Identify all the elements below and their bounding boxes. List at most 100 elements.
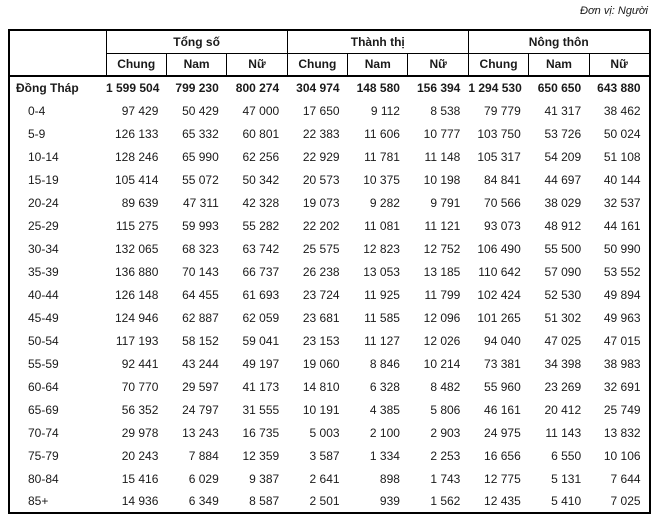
value-cell: 70 566 [484, 195, 521, 210]
corner-cell [8, 29, 107, 77]
row-label: 10-14 [28, 149, 59, 164]
table-row: 0-4 97 429 50 429 47 000 17 650 9 112 8 538 79 … [9, 99, 650, 122]
value-cell: 10 375 [363, 172, 400, 187]
value-cell: 800 274 [235, 81, 280, 95]
value-cell: 92 441 [121, 356, 159, 371]
value-cell: 41 173 [242, 379, 280, 394]
table-row: 30-34 132 065 68 323 63 742 25 575 12 823 12 7… [9, 237, 650, 260]
group-header-row: Tổng số Thành thị Nông thôn [8, 29, 651, 77]
row-label: 75-79 [28, 448, 59, 463]
table-row: 80-84 15 416 6 029 9 387 2 641 898 1 743 12 775… [9, 467, 650, 490]
row-label: 25-29 [28, 218, 59, 233]
value-cell: 101 265 [477, 310, 521, 325]
value-cell: 8 587 [249, 494, 280, 508]
sub-header: Nữ [407, 52, 469, 77]
value-cell: 38 983 [603, 356, 641, 371]
value-cell: 14 936 [121, 494, 159, 508]
value-cell: 5 003 [309, 425, 340, 440]
value-cell: 13 243 [182, 425, 219, 440]
value-cell: 38 462 [603, 103, 641, 118]
value-cell: 50 024 [603, 126, 641, 141]
value-cell: 25 575 [302, 241, 340, 256]
value-cell: 103 750 [477, 126, 521, 141]
sub-header-row: Chung Nam Nữ Chung Nam Nữ Chung Nam Nữ [9, 52, 651, 77]
row-label: 80-84 [28, 471, 59, 486]
value-cell: 89 639 [121, 195, 159, 210]
table-row: 15-19 105 414 55 072 50 342 20 573 10 375 10 1… [9, 168, 650, 191]
value-cell: 19 073 [302, 195, 340, 210]
value-cell: 59 993 [182, 218, 219, 233]
row-label: 20-24 [28, 195, 59, 210]
value-cell: 84 841 [484, 172, 521, 187]
value-cell: 10 198 [423, 172, 461, 187]
value-cell: 124 946 [115, 310, 159, 325]
value-cell: 11 925 [364, 287, 400, 302]
value-cell: 2 903 [430, 425, 461, 440]
value-cell: 10 214 [423, 356, 461, 371]
value-cell: 93 073 [484, 218, 521, 233]
value-cell: 5 410 [551, 494, 582, 508]
value-cell: 11 585 [364, 310, 400, 325]
row-label: 65-69 [28, 402, 59, 417]
value-cell: 17 650 [302, 103, 340, 118]
value-cell: 47 311 [182, 195, 219, 210]
value-cell: 102 424 [477, 287, 521, 302]
value-cell: 1 599 504 [106, 81, 160, 95]
value-cell: 799 230 [175, 81, 219, 95]
value-cell: 15 416 [121, 471, 159, 486]
table-row: 45-49 124 946 62 887 62 059 23 681 11 585 12 0… [9, 306, 650, 329]
value-cell: 126 133 [115, 126, 159, 141]
value-cell: 105 414 [115, 172, 159, 187]
sub-header: Nam [347, 52, 409, 77]
value-cell: 12 752 [423, 241, 461, 256]
value-cell: 53 726 [544, 126, 582, 141]
row-label: 30-34 [28, 241, 59, 256]
value-cell: 62 256 [242, 149, 280, 164]
value-cell: 6 328 [369, 379, 400, 394]
value-cell: 5 131 [551, 471, 582, 486]
value-cell: 6 029 [188, 471, 219, 486]
table-body: Đồng Tháp 1 599 504 799 230 800 274 304 974 1… [9, 76, 650, 513]
value-cell: 44 697 [544, 172, 582, 187]
population-by-age-table: Tổng số Thành thị Nông thôn Chung Nam Nữ… [8, 29, 651, 514]
row-label: Đồng Tháp [16, 81, 79, 95]
table-row: 75-79 20 243 7 884 12 359 3 587 1 334 2 253 16 … [9, 444, 650, 467]
table-row: 35-39 136 880 70 143 66 737 26 238 13 053 13 1… [9, 260, 650, 283]
value-cell: 9 282 [369, 195, 400, 210]
value-cell: 24 975 [484, 425, 521, 440]
value-cell: 40 144 [603, 172, 641, 187]
value-cell: 117 193 [115, 333, 159, 348]
value-cell: 68 323 [182, 241, 219, 256]
value-cell: 16 735 [242, 425, 280, 440]
value-cell: 12 823 [363, 241, 400, 256]
sub-header: Chung [105, 52, 167, 77]
value-cell: 49 197 [242, 356, 280, 371]
value-cell: 23 724 [302, 287, 340, 302]
value-cell: 8 538 [430, 103, 461, 118]
value-cell: 148 580 [356, 81, 400, 95]
sub-header: Nữ [226, 52, 288, 77]
row-label: 50-54 [28, 333, 59, 348]
value-cell: 650 650 [537, 81, 582, 95]
value-cell: 26 238 [302, 264, 340, 279]
value-cell: 11 081 [364, 218, 400, 233]
value-cell: 65 332 [182, 126, 219, 141]
value-cell: 2 253 [430, 448, 461, 463]
value-cell: 23 269 [544, 379, 582, 394]
value-cell: 41 317 [544, 103, 582, 118]
group-header-rural: Nông thôn [467, 29, 651, 54]
value-cell: 643 880 [597, 81, 641, 95]
value-cell: 304 974 [296, 81, 340, 95]
value-cell: 11 148 [424, 149, 461, 164]
table-row: 10-14 128 246 65 990 62 256 22 929 11 781 11 1… [9, 145, 650, 168]
value-cell: 23 153 [302, 333, 340, 348]
table-row: 20-24 89 639 47 311 42 328 19 073 9 282 9 791 7… [9, 191, 650, 214]
value-cell: 156 394 [416, 81, 461, 95]
table-row: 40-44 126 148 64 455 61 693 23 724 11 925 11 7… [9, 283, 650, 306]
value-cell: 126 148 [115, 287, 159, 302]
value-cell: 13 053 [363, 264, 400, 279]
document-page: Đơn vị: Người Tổng số Thành thị Nông thô… [8, 5, 651, 514]
value-cell: 3 587 [309, 448, 340, 463]
value-cell: 31 555 [242, 402, 280, 417]
table-row: 70-74 29 978 13 243 16 735 5 003 2 100 2 903 24… [9, 421, 650, 444]
